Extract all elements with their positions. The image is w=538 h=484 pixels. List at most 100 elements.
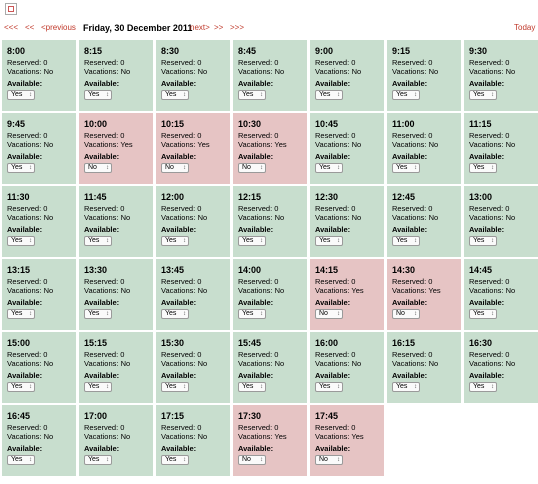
available-select[interactable]: Yes ↕ [392,236,420,246]
available-select[interactable]: Yes ↕ [7,309,35,319]
time-slot: 15:30 Reserved: 0 Vacations: No Available: Y… [156,332,230,403]
prev-short-link[interactable]: << [25,23,35,32]
available-select[interactable]: Yes ↕ [392,90,420,100]
available-value: Yes [396,237,408,244]
available-select[interactable]: No ↕ [238,455,266,465]
available-label: Available: [84,371,120,380]
reserved-label: Reserved: [315,350,352,359]
reserved-label: Reserved: [392,277,429,286]
slot-time: 11:30 [7,192,30,202]
available-select[interactable]: Yes ↕ [7,163,35,173]
next-short-link[interactable]: >> [214,23,224,32]
available-select[interactable]: Yes ↕ [469,309,497,319]
last-link[interactable]: >>> [230,23,245,32]
next-link[interactable]: next> [190,23,210,32]
reserved-label: Reserved: [392,204,429,213]
available-select[interactable]: Yes ↕ [84,90,112,100]
today-link[interactable]: Today [514,23,536,32]
reserved-value: 0 [197,204,202,213]
available-select[interactable]: Yes ↕ [469,236,497,246]
available-select[interactable]: No ↕ [161,163,189,173]
available-value: Yes [396,164,408,171]
time-slot: 12:45 Reserved: 0 Vacations: No Available: Y… [387,186,461,257]
available-select[interactable]: Yes ↕ [84,236,112,246]
vacations-label: Vacations: [7,140,44,149]
available-select[interactable]: No ↕ [84,163,112,173]
available-value: Yes [319,237,331,244]
available-select[interactable]: No ↕ [392,309,420,319]
available-select[interactable]: Yes ↕ [238,236,266,246]
previous-link[interactable]: <previous [41,23,76,32]
reserved-label: Reserved: [161,204,198,213]
available-select[interactable]: Yes ↕ [7,382,35,392]
available-label: Available: [238,298,274,307]
time-slot: 14:45 Reserved: 0 Vacations: No Available: Y… [464,259,538,330]
available-select[interactable]: Yes ↕ [469,382,497,392]
available-select[interactable]: No ↕ [315,455,343,465]
slot-reserved: Reserved: 0 [469,131,534,140]
available-select[interactable]: Yes ↕ [161,455,189,465]
reserved-value: 0 [120,131,125,140]
calendar-icon[interactable] [5,3,17,15]
vacations-label: Vacations: [161,432,198,441]
reserved-label: Reserved: [469,350,506,359]
available-label: Available: [315,444,351,453]
available-select[interactable]: Yes ↕ [392,163,420,173]
slot-reserved: Reserved: 0 [7,204,72,213]
reserved-value: 0 [197,58,202,67]
current-date: Friday, 30 December 2011 [83,23,193,33]
slot-vacations: Vacations: Yes [392,286,457,295]
available-select[interactable]: Yes ↕ [7,455,35,465]
slot-time: 9:30 [469,46,488,56]
slot-time: 13:45 [161,265,185,275]
first-link[interactable]: <<< [4,23,19,32]
reserved-value: 0 [120,423,125,432]
reserved-label: Reserved: [392,58,429,67]
available-select[interactable]: Yes ↕ [238,90,266,100]
vacations-label: Vacations: [161,67,198,76]
vacations-value: No [43,286,54,295]
reserved-label: Reserved: [161,131,198,140]
reserved-label: Reserved: [7,277,44,286]
available-select[interactable]: Yes ↕ [315,236,343,246]
available-select[interactable]: Yes ↕ [238,309,266,319]
vacations-value: Yes [351,432,364,441]
chevron-updown-icon: ↕ [260,165,263,171]
available-select[interactable]: Yes ↕ [161,309,189,319]
available-select[interactable]: Yes ↕ [238,382,266,392]
vacations-label: Vacations: [469,359,506,368]
vacations-value: No [505,67,516,76]
available-select[interactable]: Yes ↕ [315,163,343,173]
available-select[interactable]: No ↕ [315,309,343,319]
vacations-label: Vacations: [7,359,44,368]
slot-vacations: Vacations: No [84,213,149,222]
available-select[interactable]: Yes ↕ [84,309,112,319]
available-select[interactable]: Yes ↕ [84,455,112,465]
reserved-label: Reserved: [84,277,121,286]
available-select[interactable]: Yes ↕ [315,90,343,100]
available-select[interactable]: Yes ↕ [7,236,35,246]
time-slot: 9:00 Reserved: 0 Vacations: No Available: Ye… [310,40,384,111]
chevron-updown-icon: ↕ [260,311,263,317]
reserved-label: Reserved: [161,423,198,432]
slot-time: 10:15 [161,119,185,129]
available-select[interactable]: Yes ↕ [161,90,189,100]
reserved-value: 0 [43,131,48,140]
slot-vacations: Vacations: No [7,359,72,368]
slot-time: 9:00 [315,46,334,56]
available-select[interactable]: Yes ↕ [161,236,189,246]
time-slot: 15:15 Reserved: 0 Vacations: No Available: Y… [79,332,153,403]
available-select[interactable]: Yes ↕ [315,382,343,392]
time-slot: 13:30 Reserved: 0 Vacations: No Available: Y… [79,259,153,330]
slot-reserved: Reserved: 0 [161,58,226,67]
available-select[interactable]: Yes ↕ [7,90,35,100]
available-select[interactable]: Yes ↕ [161,382,189,392]
available-value: Yes [11,383,23,390]
reserved-value: 0 [197,423,202,432]
available-select[interactable]: Yes ↕ [469,90,497,100]
available-select[interactable]: No ↕ [238,163,266,173]
available-select[interactable]: Yes ↕ [84,382,112,392]
available-select[interactable]: Yes ↕ [392,382,420,392]
available-label: Available: [469,371,505,380]
available-select[interactable]: Yes ↕ [469,163,497,173]
